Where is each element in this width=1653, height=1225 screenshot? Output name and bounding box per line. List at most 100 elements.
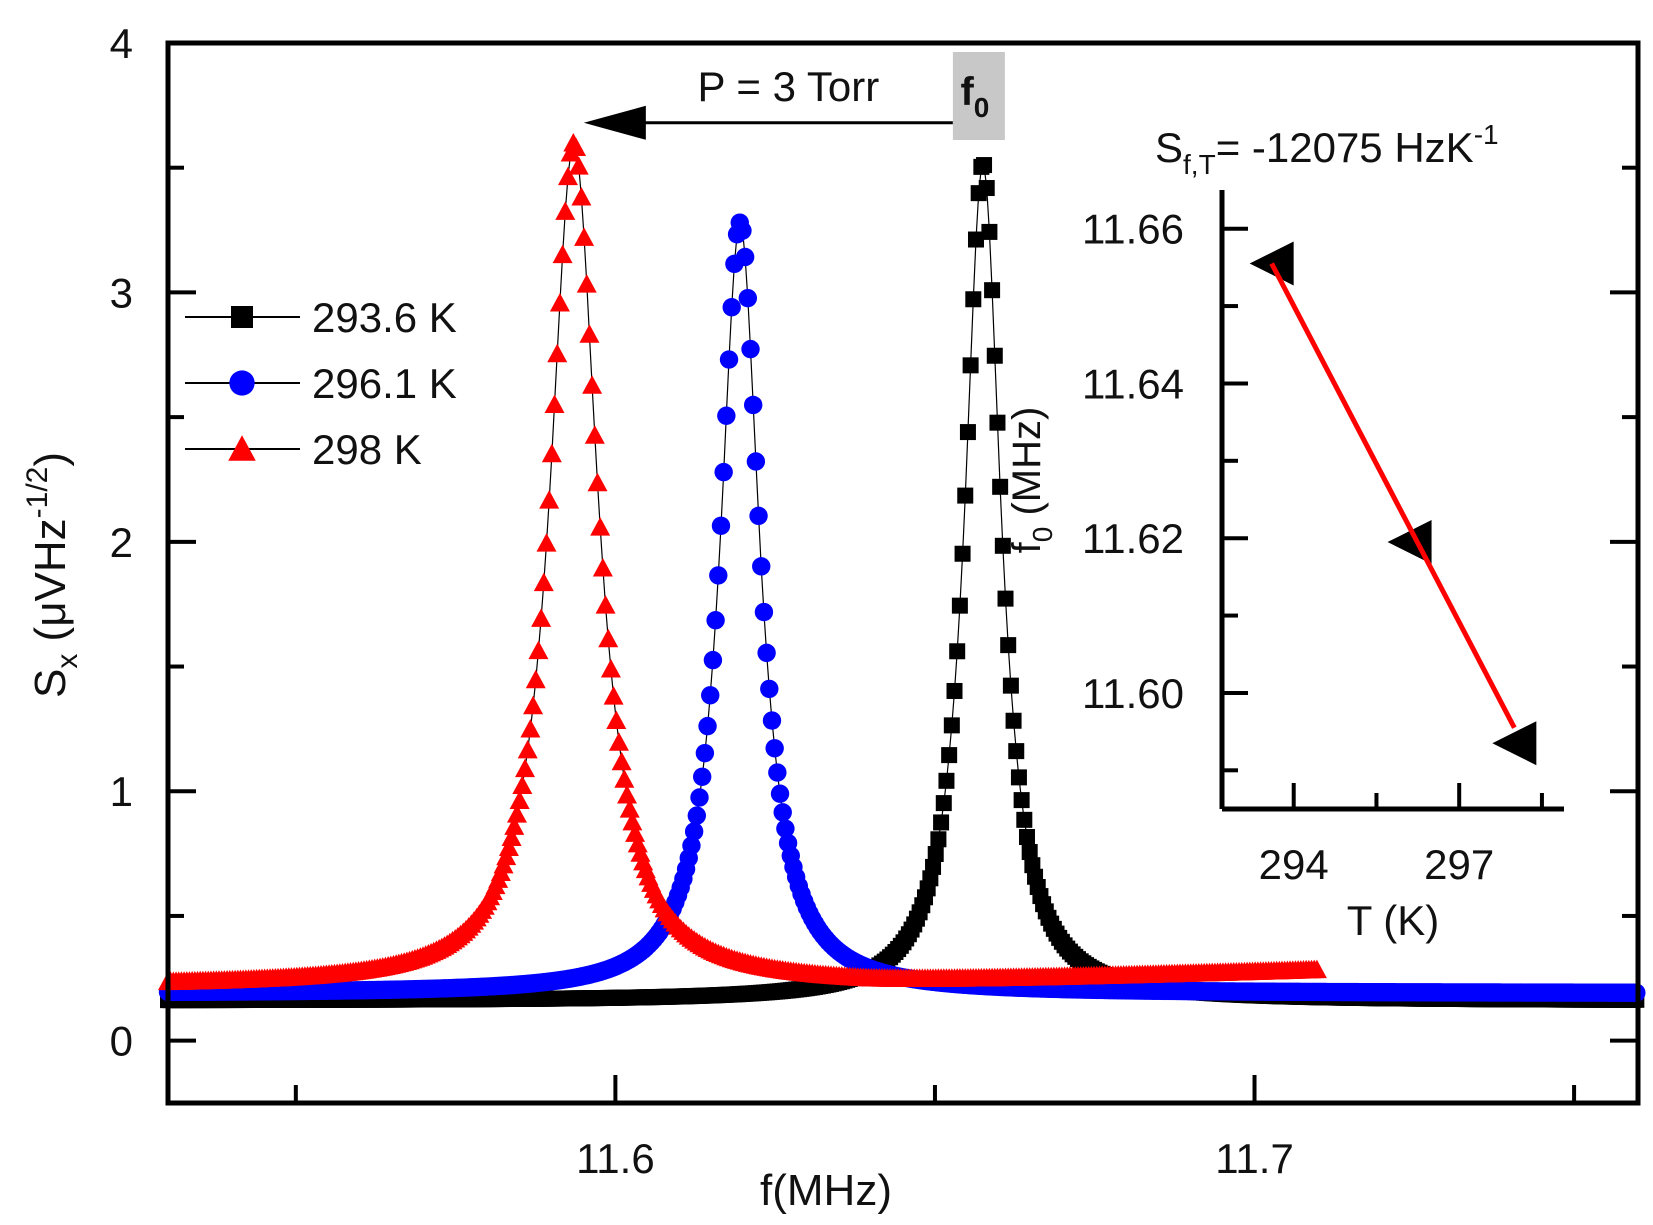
data-point [512, 775, 533, 794]
data-point [765, 739, 784, 758]
inset-y-tick-label: 11.60 [1082, 670, 1184, 717]
inset-y-tick-label: 11.66 [1082, 206, 1184, 253]
data-point [547, 343, 568, 363]
data-point [703, 650, 723, 670]
data-point [930, 831, 947, 848]
data-point [773, 803, 792, 822]
data-point [1013, 792, 1030, 809]
data-point [959, 424, 976, 441]
data-point [986, 347, 1003, 364]
data-point [555, 201, 576, 220]
f0-marker-box [952, 52, 1005, 140]
inset-plot: 11.60 11.62 11.64 11.66 294 297 Sf,T= -12075 … [1005, 119, 1564, 944]
legend-marker-triangle [228, 435, 256, 461]
data-point [967, 231, 984, 248]
y-tick-label: 2 [110, 519, 133, 566]
data-point [682, 836, 701, 855]
data-point [576, 274, 597, 293]
data-point [598, 628, 619, 648]
inset-fit-line [1269, 262, 1517, 729]
data-point [509, 790, 530, 810]
data-point [978, 180, 995, 197]
data-point [506, 804, 527, 823]
data-point [525, 669, 546, 689]
data-point [608, 732, 629, 751]
data-point [579, 324, 600, 343]
data-point [927, 846, 944, 863]
data-point [754, 602, 774, 622]
data-point [592, 558, 613, 577]
data-point [709, 566, 728, 585]
y-tick-label: 3 [110, 269, 133, 316]
data-point [925, 858, 942, 875]
data-point [536, 533, 557, 552]
data-point [1005, 712, 1022, 729]
data-point [935, 795, 952, 812]
data-point [541, 443, 562, 463]
y-tick-label: 1 [110, 768, 133, 815]
legend-label: 293.6 K [312, 294, 457, 341]
data-point [770, 784, 790, 803]
main-series-group [158, 133, 1646, 1009]
data-point [768, 763, 787, 782]
data-point [523, 695, 544, 715]
data-point [733, 221, 752, 240]
data-point [1000, 637, 1017, 654]
pressure-annotation: P = 3 Torr f0 [583, 52, 1005, 140]
data-point [617, 784, 638, 804]
data-point [520, 719, 541, 738]
data-point [611, 751, 632, 771]
data-point [566, 137, 587, 157]
data-point [701, 686, 720, 705]
data-point [992, 478, 1009, 495]
data-point [549, 293, 570, 312]
y-tick-label: 0 [110, 1018, 133, 1065]
inset-x-tick-label: 297 [1424, 841, 1494, 888]
data-point [625, 823, 646, 842]
legend: 293.6 K 296.1 K 298 K [185, 294, 457, 473]
data-point [552, 244, 573, 264]
data-point [568, 156, 589, 175]
f0-marker-label: f0 [960, 70, 989, 123]
data-point [760, 679, 779, 699]
data-point [606, 710, 627, 729]
data-point [941, 747, 958, 764]
data-point [515, 758, 536, 778]
data-point [741, 339, 760, 359]
data-point [746, 452, 766, 471]
data-point [1016, 811, 1033, 828]
data-point [989, 414, 1006, 431]
data-point [752, 557, 771, 576]
series-line [167, 141, 1317, 983]
data-point [735, 247, 755, 267]
inset-y-axis-label: f0 (MHz) [1005, 407, 1058, 554]
inset-axes: 11.60 11.62 11.64 11.66 294 297 [1082, 190, 1564, 888]
data-point [603, 686, 624, 705]
data-point [954, 545, 971, 562]
x-tick-label: 11.7 [1215, 1135, 1294, 1182]
data-point [595, 595, 616, 614]
data-point [719, 350, 739, 369]
peak-shift-arrow-head [583, 105, 646, 140]
data-point [584, 425, 605, 444]
data-point [614, 769, 635, 788]
legend-label: 296.1 K [312, 360, 457, 407]
data-point [714, 462, 733, 482]
data-point [717, 406, 736, 425]
data-point [590, 517, 611, 536]
inset-data-point [1492, 721, 1537, 766]
legend-marker-circle [229, 370, 255, 396]
data-point [582, 375, 603, 394]
data-point [533, 572, 554, 592]
inset-series-group [1249, 241, 1537, 766]
data-point [962, 357, 979, 374]
main-y-axis-label: Sx (μVHz-1/2) [21, 452, 84, 698]
data-point [571, 187, 592, 206]
data-point [711, 516, 731, 536]
inset-y-tick-label: 11.64 [1082, 360, 1184, 407]
data-point [933, 814, 950, 831]
main-x-axis-label: f(MHz) [760, 1166, 892, 1215]
data-point [1306, 959, 1327, 979]
inset-title: Sf,T= -12075 HzK-1 [1155, 119, 1499, 180]
